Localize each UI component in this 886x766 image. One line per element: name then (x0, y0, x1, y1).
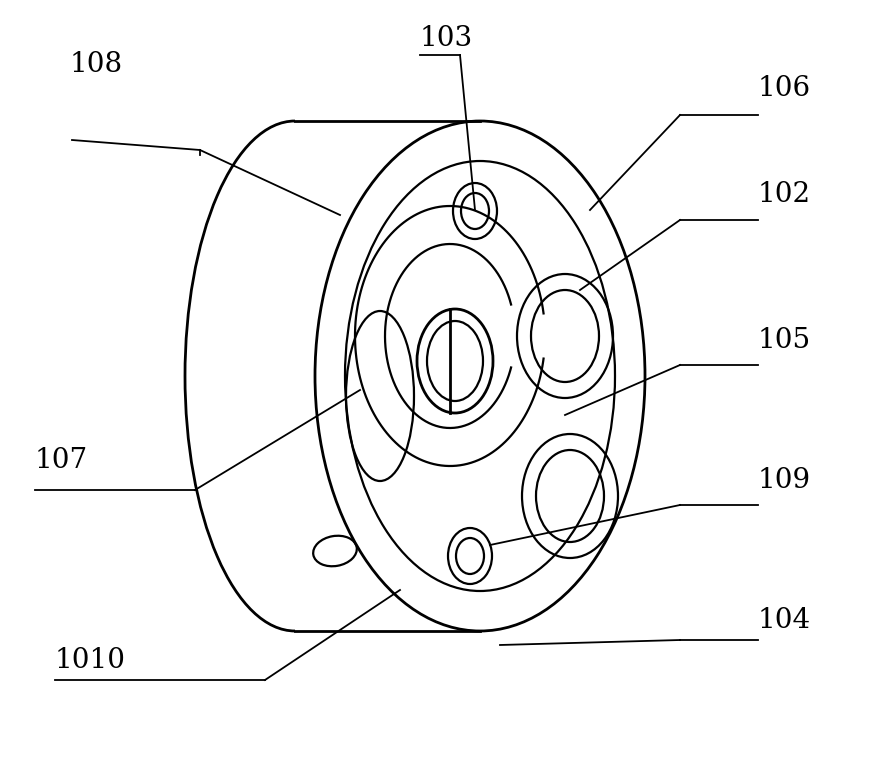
Text: 102: 102 (758, 182, 811, 208)
Text: 103: 103 (420, 25, 473, 51)
Text: 104: 104 (758, 607, 811, 633)
Text: 1010: 1010 (55, 647, 126, 673)
Text: 109: 109 (758, 466, 811, 493)
Text: 106: 106 (758, 74, 811, 102)
Text: 108: 108 (70, 51, 123, 78)
Text: 107: 107 (35, 447, 89, 473)
Text: 105: 105 (758, 326, 811, 353)
